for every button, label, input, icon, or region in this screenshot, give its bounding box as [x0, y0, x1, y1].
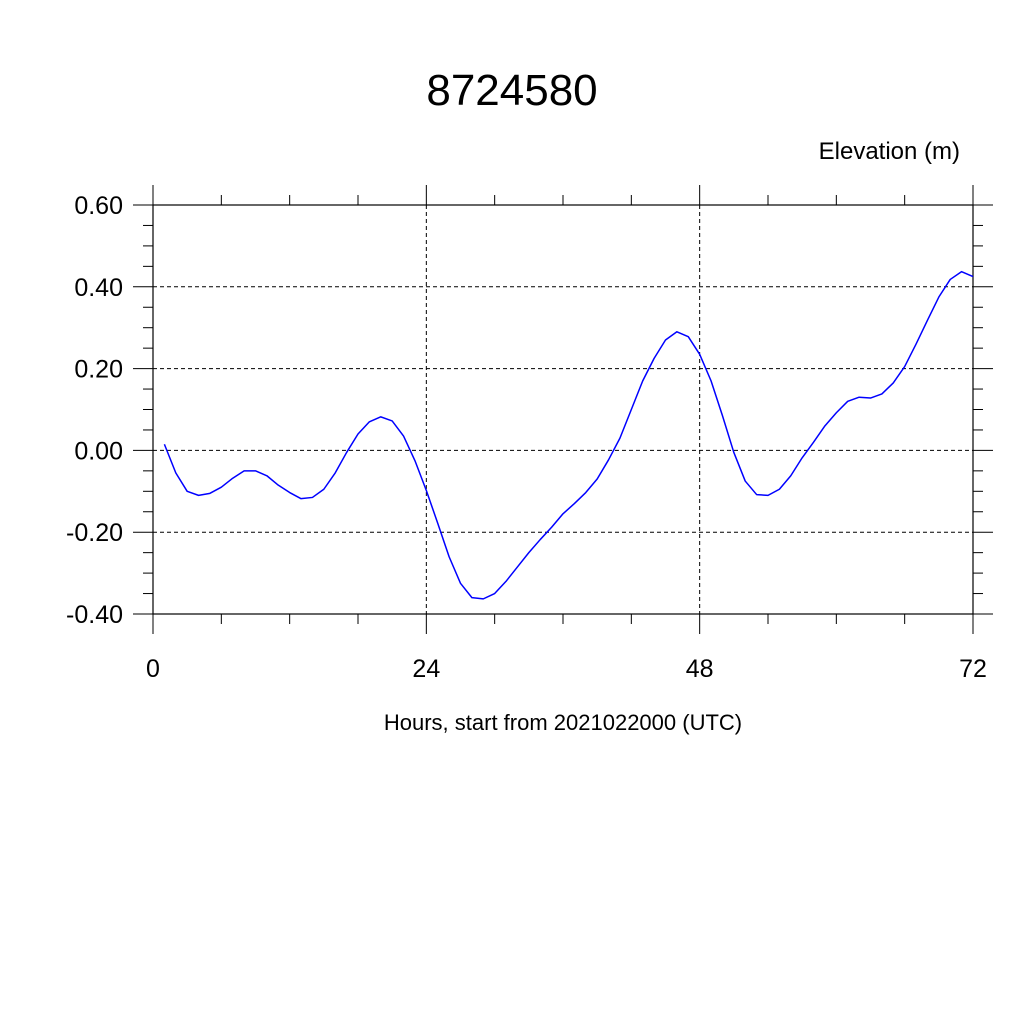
data-line	[163, 270, 974, 600]
y-tick-label: 0.40	[74, 274, 123, 302]
y-tick-label: 0.60	[74, 192, 123, 220]
tick-labels: -0.40 -0.20 0.00 0.20 0.40 0.60 0 24 48 72	[66, 192, 987, 683]
series-layer	[163, 270, 974, 600]
y-tick-label: 0.20	[74, 356, 123, 384]
chart-title: 8724580	[426, 66, 598, 115]
axes	[133, 185, 993, 634]
x-axis-label: Hours, start from 2021022000 (UTC)	[384, 710, 742, 735]
grid-layer	[152, 204, 974, 615]
x-tick-label: 72	[959, 655, 987, 683]
y-tick-label: -0.40	[66, 601, 123, 629]
y-tick-label: 0.00	[74, 437, 123, 465]
plot-frame	[152, 204, 974, 615]
y-axis-label: Elevation (m)	[818, 138, 960, 165]
x-tick-label: 48	[686, 655, 714, 683]
x-tick-label: 0	[146, 655, 160, 683]
y-tick-label: -0.20	[66, 519, 123, 547]
x-tick-label: 24	[412, 655, 440, 683]
minor-ticks	[143, 195, 983, 624]
